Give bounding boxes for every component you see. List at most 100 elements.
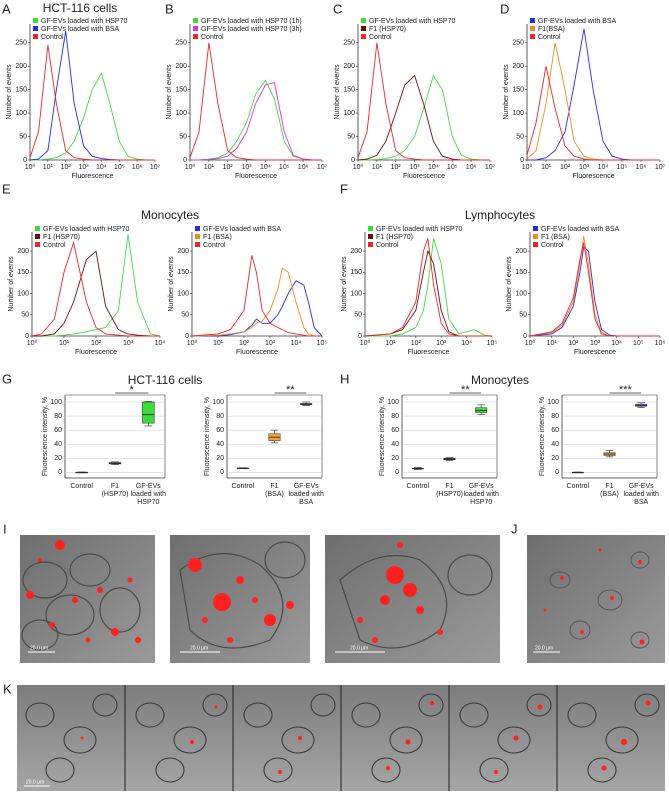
y-tick-label: 100 [512,110,524,117]
y-tick-label: 0 [520,157,524,164]
legend-swatch [368,234,373,239]
x-tick-label: Control [70,483,93,490]
significance-label: * [130,384,135,396]
x-tick-label: 10³ [79,164,90,171]
x-tick-label: 10⁰ [187,339,198,347]
legend-swatch [193,26,198,31]
x-tick-label: 10² [391,164,402,171]
legend-swatch [530,34,535,39]
panel-label: C [333,1,342,16]
y-tick-label: 20 [54,455,62,462]
x-tick-label: 10⁰ [27,339,38,347]
x-axis-label: Fluorescence [403,173,445,180]
x-tick-label: 10⁰ [522,163,533,171]
y-tick-label: 150 [177,269,189,276]
x-tick-label: GF-EVs loaded with HSP70 [131,483,167,506]
y-tick-label: 0 [351,157,355,164]
legend-swatch [533,242,538,247]
legend-label: Control [538,34,561,41]
x-tick-label: F1 (HSP70) [436,483,463,498]
y-tick-label: 100 [350,290,362,297]
y-tick-label: 100 [175,110,187,117]
x-tick-label: 10¹ [204,164,215,171]
micrograph-i2: 20.0 µm [170,535,310,663]
y-axis-label: Number of events [8,256,15,312]
x-tick-label: 10¹ [43,164,54,171]
y-tick-label: 150 [512,86,524,93]
legend-swatch [35,242,40,247]
x-tick-label: 10² [411,340,422,347]
y-tick-label: 100 [547,399,559,406]
legend-label: Control [376,242,399,249]
x-tick-label: 10¹ [213,340,224,347]
y-axis-label: Number of events [168,256,175,312]
y-tick-label: 250 [512,40,524,47]
x-axis-label: Fluorescence [235,173,277,180]
x-tick-label: 10⁴ [291,340,302,347]
scale-bar-label: 20.0 µm [190,645,208,651]
x-tick-label: 10² [223,164,234,171]
histogram-line [190,79,322,161]
significance-label: ** [286,384,295,396]
y-tick-label: 50 [516,133,524,140]
y-tick-label: 60 [551,427,559,434]
y-tick-label: 100 [515,290,527,297]
time-lapse-strip: 20.0 µm [17,685,665,791]
y-tick-label: 60 [391,427,399,434]
x-tick-label: 10¹ [541,164,552,171]
y-tick-label: 100 [343,110,355,117]
x-tick-label: 10² [91,340,102,347]
y-tick-label: 0 [523,333,527,340]
micrograph-i3: 20.0 µm [325,535,500,663]
panel-label: B [165,1,174,16]
legend-label: Control [203,242,226,249]
x-tick-label: GF-EVs loaded with BSA [623,483,659,506]
x-tick-label: 10⁴ [598,164,609,171]
y-tick-label: 100 [177,290,189,297]
x-tick-label: GF-EVs loaded with HSP70 [463,483,499,506]
x-axis-label: Fluorescence [236,349,278,356]
y-tick-label: 20 [391,455,399,462]
scale-bar-label: 20.0 µm [26,779,44,785]
legend-swatch [361,26,366,31]
x-tick-label: 10⁶ [132,164,143,171]
y-tick-label: 150 [350,269,362,276]
y-tick-label: 200 [17,248,29,255]
legend-label: GF-EVs loaded with HSP70 [43,226,129,233]
y-tick-label: 0 [220,469,224,476]
legend-label: Control [43,242,66,249]
legend-label: F1(BSA) [538,26,565,33]
histogram-line [365,238,493,337]
y-tick-label: 50 [181,312,189,319]
y-axis-label: Fluorescence intensity, % [42,397,49,476]
x-tick-label: 10⁵ [447,164,458,171]
y-tick-label: 150 [343,86,355,93]
legend-swatch [533,226,538,231]
significance-label: ** [461,384,470,396]
x-tick-label: 10³ [436,340,447,347]
micrograph-j: 20.0 µm [527,535,665,663]
x-tick-label: Control [232,483,255,490]
histogram-line [357,42,490,161]
legend-label: GF-EVs loaded with BSA [538,18,617,25]
scale-bar-label: 20.0 µm [350,645,368,651]
legend-swatch [35,234,40,239]
y-tick-label: 0 [185,333,189,340]
y-tick-label: 150 [17,269,29,276]
scale-bar-label: 20.0 µm [30,645,48,651]
histogram-line [191,267,322,337]
x-tick-label: 10⁵ [317,340,328,347]
y-tick-label: 80 [216,413,224,420]
x-tick-label: 10⁰ [25,163,36,171]
legend-swatch [368,242,373,247]
x-tick-label: F1 (BSA) [265,483,284,498]
y-axis-label: Number of events [6,64,13,120]
histogram-line [357,74,490,161]
legend-swatch [193,18,198,23]
y-tick-label: 0 [23,157,27,164]
legend-label: F1 (HSP70) [43,234,80,241]
x-tick-label: 10² [61,164,72,171]
y-tick-label: 100 [387,399,399,406]
x-axis-label: Fluorescence [407,349,449,356]
